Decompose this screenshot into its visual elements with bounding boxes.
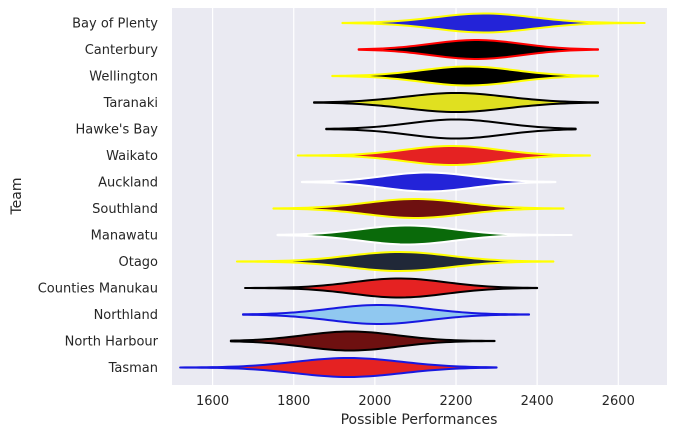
y-tick-label: Manawatu	[91, 229, 158, 244]
y-tick-label: Bay of Plenty	[72, 17, 158, 32]
violin-northland	[242, 304, 531, 325]
violin-hawke-s-bay	[325, 118, 577, 140]
x-tick-label: 2000	[358, 394, 391, 409]
plot-background	[172, 8, 667, 385]
violin-wellington	[331, 65, 600, 87]
violin-taranaki	[313, 92, 600, 113]
violin-southland	[272, 198, 565, 219]
x-tick-label: 2200	[439, 394, 472, 409]
y-tick-labels: Bay of Plenty Canterbury Wellington Taranak…	[38, 17, 159, 377]
violin-otago	[235, 251, 555, 272]
x-tick-label: 2400	[521, 394, 554, 409]
y-tick-label: Northland	[94, 308, 158, 323]
violin-tasman	[179, 357, 498, 378]
x-tick-labels: 1600 1800 2000 2200 2400 2600	[196, 394, 635, 409]
x-tick-label: 2600	[602, 394, 635, 409]
violin-counties-manukau	[244, 277, 539, 299]
violin-canterbury	[357, 39, 600, 60]
x-axis-label: Possible Performances	[341, 412, 498, 428]
y-tick-label: Waikato	[106, 149, 158, 164]
y-tick-label: Auckland	[98, 176, 158, 191]
y-tick-label: North Harbour	[65, 335, 159, 350]
violin-layer	[179, 12, 646, 378]
y-tick-label: Counties Manukau	[38, 282, 158, 297]
violin-auckland	[300, 171, 557, 193]
violin-manawatu	[276, 224, 573, 246]
y-tick-label: Tasman	[108, 361, 158, 376]
y-tick-label: Otago	[118, 255, 158, 270]
y-tick-label: Canterbury	[85, 43, 159, 58]
y-tick-label: Taranaki	[103, 96, 158, 111]
violin-waikato	[296, 145, 591, 166]
violin-north-harbour	[229, 330, 496, 352]
x-tick-label: 1600	[196, 394, 229, 409]
y-tick-label: Wellington	[89, 70, 158, 85]
x-tick-label: 1800	[277, 394, 310, 409]
y-tick-label: Southland	[92, 202, 158, 217]
y-axis-label: Team	[9, 177, 25, 215]
y-tick-label: Hawke's Bay	[76, 123, 159, 138]
violin-bay-of-plenty	[341, 12, 646, 34]
